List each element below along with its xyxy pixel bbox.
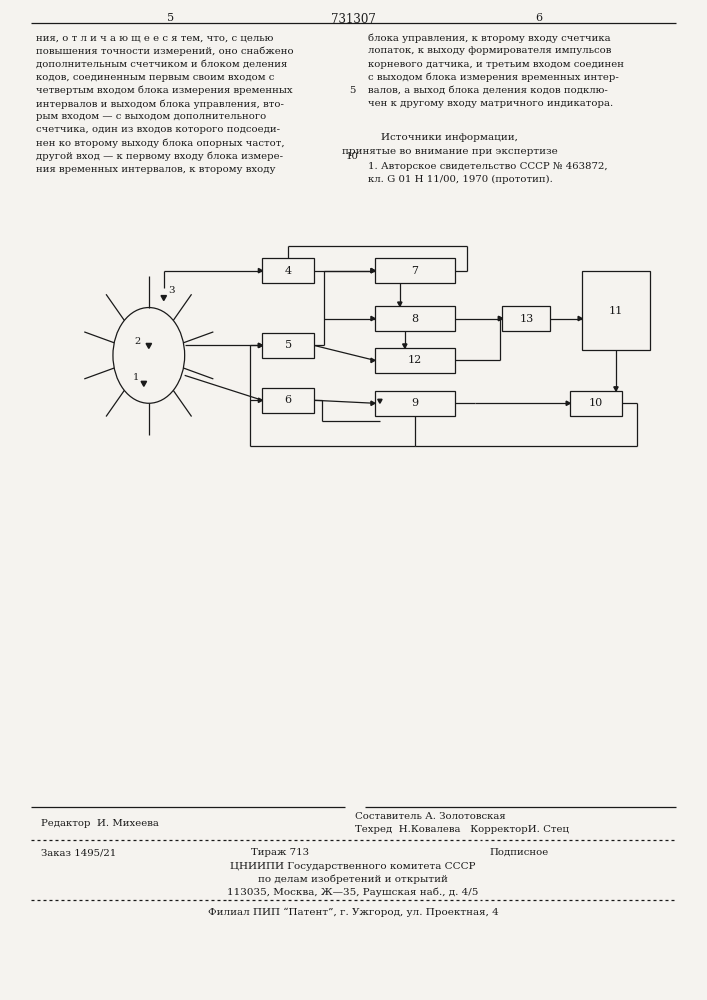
Text: 11: 11: [609, 306, 623, 316]
Text: Подписное: Подписное: [489, 848, 549, 857]
Polygon shape: [141, 381, 146, 386]
Text: дополнительным счетчиком и блоком деления: дополнительным счетчиком и блоком делени…: [36, 60, 288, 69]
Bar: [570, 391, 622, 416]
Text: по делам изобретений и открытий: по делам изобретений и открытий: [258, 875, 448, 884]
Text: 10: 10: [589, 398, 603, 408]
Polygon shape: [371, 268, 375, 273]
Text: 10: 10: [346, 152, 358, 161]
Text: ния временных интервалов, к второму входу: ния временных интервалов, к второму вход…: [36, 165, 276, 174]
Text: принятые во внимание при экспертизе: принятые во внимание при экспертизе: [341, 147, 558, 156]
Bar: [375, 391, 455, 416]
Bar: [375, 306, 455, 331]
Text: интервалов и выходом блока управления, вто-: интервалов и выходом блока управления, в…: [36, 99, 284, 109]
Text: 5: 5: [285, 340, 292, 350]
Text: Заказ 1495/21: Заказ 1495/21: [41, 848, 117, 857]
Text: Тираж 713: Тираж 713: [251, 848, 310, 857]
Text: лопаток, к выходу формирователя импульсов: лопаток, к выходу формирователя импульсо…: [368, 46, 612, 55]
Text: Филиал ПИП “Патент”, г. Ужгород, ул. Проектная, 4: Филиал ПИП “Патент”, г. Ужгород, ул. Про…: [208, 908, 498, 917]
Text: корневого датчика, и третьим входом соединен: корневого датчика, и третьим входом соед…: [368, 60, 624, 69]
Polygon shape: [578, 316, 582, 321]
Polygon shape: [258, 343, 262, 348]
Polygon shape: [378, 399, 382, 403]
Text: чен к другому входу матричного индикатора.: чен к другому входу матричного индикатор…: [368, 99, 613, 108]
Text: 12: 12: [408, 355, 422, 365]
Text: нен ко второму выходу блока опорных частот,: нен ко второму выходу блока опорных част…: [36, 139, 285, 148]
Text: 4: 4: [285, 266, 292, 276]
Polygon shape: [614, 387, 618, 391]
Text: 1. Авторское свидетельство СССР № 463872,: 1. Авторское свидетельство СССР № 463872…: [368, 162, 607, 171]
Text: 5: 5: [349, 86, 355, 95]
Text: с выходом блока измерения временных интер-: с выходом блока измерения временных инте…: [368, 73, 619, 82]
Text: Редактор  И. Михеева: Редактор И. Михеева: [41, 819, 159, 828]
Bar: [375, 348, 455, 373]
Polygon shape: [371, 401, 375, 405]
Text: валов, а выход блока деления кодов подклю-: валов, а выход блока деления кодов подкл…: [368, 86, 608, 95]
Polygon shape: [498, 316, 503, 321]
Text: 6: 6: [536, 13, 543, 23]
Bar: [375, 258, 455, 283]
Polygon shape: [258, 398, 262, 402]
Text: ЦНИИПИ Государственного комитета СССР: ЦНИИПИ Государственного комитета СССР: [230, 862, 476, 871]
Text: 8: 8: [411, 314, 419, 324]
Polygon shape: [371, 316, 375, 321]
Polygon shape: [371, 358, 375, 363]
Text: 113035, Москва, Ж—35, Раушская наб., д. 4/5: 113035, Москва, Ж—35, Раушская наб., д. …: [228, 888, 479, 897]
Text: 731307: 731307: [331, 13, 375, 26]
Text: 13: 13: [519, 314, 534, 324]
Text: 5: 5: [167, 13, 175, 23]
Text: Техред  Н.Ковалева   КорректорИ. Стец: Техред Н.Ковалева КорректорИ. Стец: [355, 825, 569, 834]
Text: кодов, соединенным первым своим входом с: кодов, соединенным первым своим входом с: [36, 73, 274, 82]
Text: другой вход — к первому входу блока измере-: другой вход — к первому входу блока изме…: [36, 152, 284, 161]
Bar: [262, 258, 314, 283]
Text: 7: 7: [411, 266, 419, 276]
Bar: [262, 388, 314, 413]
Polygon shape: [498, 316, 503, 321]
Polygon shape: [371, 268, 375, 273]
Text: повышения точности измерений, оно снабжено: повышения точности измерений, оно снабже…: [36, 46, 294, 56]
Bar: [582, 271, 650, 350]
Text: блока управления, к второму входу счетчика: блока управления, к второму входу счетчи…: [368, 33, 611, 43]
Polygon shape: [402, 344, 407, 348]
Text: 9: 9: [411, 398, 419, 408]
Polygon shape: [397, 302, 402, 306]
Text: счетчика, один из входов которого подсоеди-: счетчика, один из входов которого подсое…: [36, 125, 280, 134]
Text: 3: 3: [169, 286, 175, 295]
Polygon shape: [258, 343, 262, 348]
Polygon shape: [146, 343, 151, 348]
Bar: [262, 333, 314, 358]
Text: рым входом — с выходом дополнительного: рым входом — с выходом дополнительного: [36, 112, 267, 121]
Bar: [503, 306, 550, 331]
Polygon shape: [258, 268, 262, 273]
Polygon shape: [566, 401, 570, 405]
Text: ния, о т л и ч а ю щ е е с я тем, что, с целью: ния, о т л и ч а ю щ е е с я тем, что, с…: [36, 33, 274, 42]
Text: кл. G 01 H 11/00, 1970 (прототип).: кл. G 01 H 11/00, 1970 (прототип).: [368, 175, 553, 184]
Text: 6: 6: [285, 395, 292, 405]
Polygon shape: [161, 296, 166, 301]
Text: 1: 1: [133, 373, 139, 382]
Text: 2: 2: [135, 337, 141, 346]
Text: Составитель А. Золотовская: Составитель А. Золотовская: [355, 812, 506, 821]
Text: четвертым входом блока измерения временных: четвертым входом блока измерения временн…: [36, 86, 293, 95]
Text: Источники информации,: Источники информации,: [381, 133, 518, 142]
